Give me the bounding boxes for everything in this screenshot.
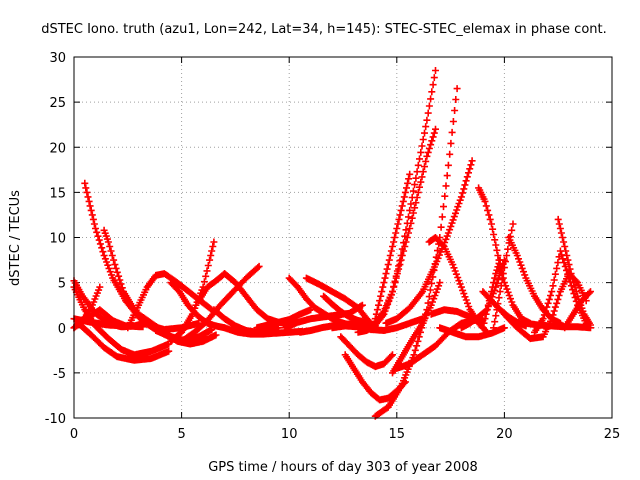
y-tick-label: -10 — [45, 412, 66, 427]
series-26 — [337, 333, 396, 371]
series-30 — [354, 67, 439, 336]
plus-markers — [302, 274, 379, 332]
series-19 — [253, 306, 315, 332]
plus-markers — [561, 288, 594, 332]
y-tick-label: 5 — [58, 277, 66, 292]
grid — [73, 56, 613, 419]
plus-markers — [522, 319, 594, 332]
series-28 — [371, 170, 414, 323]
series-18 — [221, 324, 306, 338]
plus-markers — [371, 170, 414, 323]
series-24 — [320, 292, 371, 326]
y-tick-label: 15 — [49, 186, 66, 201]
tick-labels: 0 5 10 15 20 25 -10 -5 0 5 10 15 20 25 30 — [45, 51, 621, 442]
series-33 — [382, 157, 476, 327]
y-tick-label: 30 — [49, 51, 66, 66]
plus-markers — [253, 306, 315, 332]
x-tick-label: 10 — [281, 427, 298, 442]
data-points — [70, 67, 594, 420]
x-tick-label: 20 — [496, 427, 513, 442]
plus-markers — [382, 157, 476, 327]
series-47 — [522, 319, 594, 332]
y-tick-label: 20 — [49, 141, 66, 156]
plus-markers — [505, 234, 564, 327]
plus-markers — [337, 333, 396, 371]
series-9 — [124, 270, 216, 332]
plus-markers — [221, 324, 306, 338]
series-39 — [436, 324, 508, 341]
y-tick-label: 10 — [49, 232, 66, 247]
plus-markers — [195, 270, 229, 305]
x-axis-label: GPS time / hours of day 303 of year 2008 — [208, 460, 478, 475]
plot-frame — [73, 56, 613, 419]
x-tick-label: 5 — [177, 427, 185, 442]
y-tick-label: 25 — [49, 96, 66, 111]
plus-markers — [124, 270, 216, 332]
plus-markers — [354, 67, 439, 336]
x-tick-label: 25 — [604, 427, 621, 442]
series-7 — [74, 319, 173, 364]
plus-markers — [320, 292, 371, 326]
series-23 — [302, 274, 379, 332]
x-tick-label: 0 — [70, 427, 78, 442]
y-axis-label: dSTEC / TECUs — [8, 190, 23, 286]
series-43 — [505, 234, 564, 327]
chart-title: dSTEC Iono. truth (azu1, Lon=242, Lat=34… — [41, 22, 607, 37]
series-48 — [561, 288, 594, 332]
y-tick-label: 0 — [58, 322, 66, 337]
x-tick-label: 15 — [389, 427, 406, 442]
plus-markers — [74, 319, 173, 364]
series-15 — [195, 270, 229, 305]
y-tick-label: -5 — [53, 367, 66, 382]
plus-markers — [436, 324, 508, 341]
